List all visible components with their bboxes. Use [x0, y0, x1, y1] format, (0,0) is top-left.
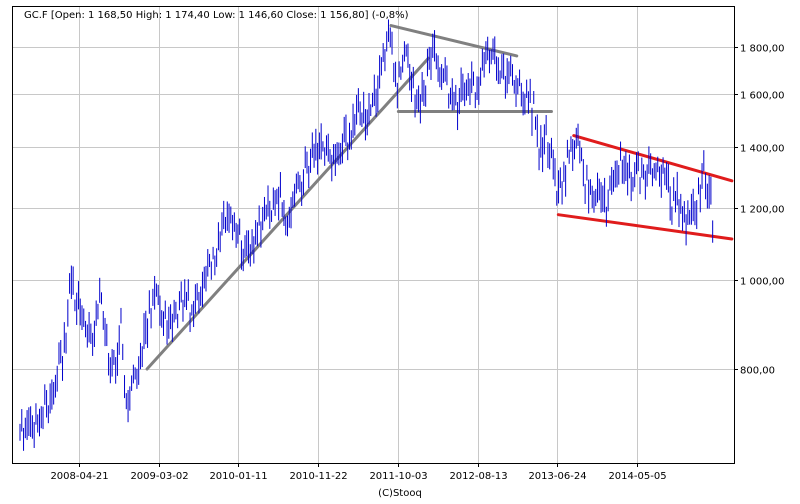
y-tick-label: 1 800,00: [740, 44, 785, 55]
y-tick-label: 1 000,00: [740, 277, 785, 288]
x-tick-label: 2010-11-22: [289, 471, 347, 482]
gray-trend-line: [389, 24, 519, 58]
x-axis: 2008-04-21 2009-03-02 2010-01-11 2010-11-22…: [50, 463, 667, 482]
y-tick-label: 800,00: [740, 366, 775, 377]
y-tick-label: 1 200,00: [740, 205, 785, 216]
x-tick-label: 2010-01-11: [209, 471, 267, 482]
x-tick-label: 2012-08-13: [449, 471, 507, 482]
x-tick-label: 2014-05-05: [608, 471, 666, 482]
y-tick-label: 1 400,00: [740, 144, 785, 155]
y-tick-label: 1 600,00: [740, 91, 785, 102]
x-tick-label: 2008-04-21: [50, 471, 108, 482]
y-axis: 800,00 1 000,00 1 200,00 1 400,00 1 600,00 1 …: [734, 44, 785, 377]
plot-frame: [12, 6, 735, 464]
price-series: [19, 19, 714, 451]
source-footer: (C)Stooq: [378, 488, 422, 499]
x-tick-label: 2009-03-02: [130, 471, 188, 482]
chart-title: GC.F [Open: 1 168,50 High: 1 174,40 Low:…: [24, 10, 409, 21]
red-channel-line: [556, 213, 734, 241]
x-tick-label: 2011-10-03: [369, 471, 427, 482]
x-tick-label: 2013-06-24: [528, 471, 586, 482]
